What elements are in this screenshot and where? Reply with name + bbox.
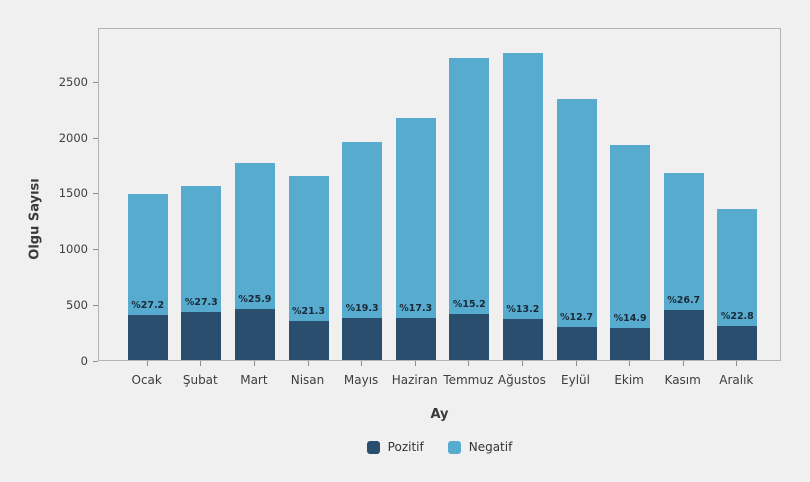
bar-segment-negatif bbox=[610, 144, 651, 328]
x-tick-label: Nisan bbox=[290, 373, 325, 387]
y-tick-label: 2000 bbox=[58, 130, 88, 145]
x-tick-mark bbox=[575, 361, 577, 366]
bar-segment-pozitif bbox=[288, 320, 329, 360]
x-tick-mark bbox=[253, 361, 255, 366]
x-tick-label: Ağustos bbox=[497, 373, 546, 387]
bar-segment-pozitif bbox=[395, 318, 436, 360]
bar-percentage-label: %22.8 bbox=[720, 310, 754, 322]
bar-segment-negatif bbox=[342, 141, 383, 318]
y-tick-mark bbox=[93, 193, 98, 195]
legend-item-pozitif: Pozitif bbox=[366, 440, 424, 454]
bar-segment-pozitif bbox=[234, 308, 275, 360]
bar-percentage-label: %15.2 bbox=[452, 299, 486, 311]
bar-segment-pozitif bbox=[181, 312, 222, 360]
bar-segment-negatif bbox=[234, 162, 275, 309]
bar-segment-pozitif bbox=[127, 314, 168, 360]
bar-percentage-label: %27.2 bbox=[131, 299, 165, 311]
x-tick-mark bbox=[361, 361, 363, 366]
legend-label-pozitif: Pozitif bbox=[387, 440, 424, 454]
bar-percentage-label: %25.9 bbox=[238, 293, 272, 305]
x-tick-label: Mart bbox=[240, 373, 268, 387]
x-tick-label: Aralık bbox=[719, 373, 754, 387]
bar-segment-pozitif bbox=[449, 314, 490, 360]
legend-item-negatif: Negatif bbox=[447, 440, 513, 454]
bar-percentage-label: %12.7 bbox=[560, 311, 593, 323]
x-tick-label: Eylül bbox=[561, 373, 590, 387]
legend-label-negatif: Negatif bbox=[468, 440, 513, 454]
x-tick-label: Ocak bbox=[131, 373, 162, 387]
y-tick-mark bbox=[93, 305, 98, 307]
y-tick-mark bbox=[93, 249, 98, 251]
x-tick-label: Şubat bbox=[182, 373, 218, 387]
x-tick-mark bbox=[521, 361, 523, 366]
bar-segment-pozitif bbox=[502, 319, 543, 360]
y-tick-label: 0 bbox=[80, 354, 88, 368]
bar-segment-pozitif bbox=[342, 317, 383, 360]
x-tick-mark bbox=[200, 361, 202, 366]
bar-percentage-label: %17.3 bbox=[399, 303, 433, 315]
y-tick-label: 1500 bbox=[58, 186, 88, 201]
x-tick-mark bbox=[146, 361, 148, 366]
x-tick-mark bbox=[468, 361, 470, 366]
bar-percentage-label: %19.3 bbox=[345, 302, 379, 314]
y-tick-mark bbox=[93, 81, 98, 83]
bar-percentage-label: %21.3 bbox=[292, 305, 325, 317]
bar-segment-negatif bbox=[717, 209, 758, 326]
x-tick-label: Temmuz bbox=[443, 373, 494, 387]
x-tick-mark bbox=[307, 361, 309, 366]
y-tick-mark bbox=[93, 137, 98, 139]
bar-segment-negatif bbox=[288, 175, 329, 321]
bar-segment-negatif bbox=[395, 118, 436, 319]
bar-segment-pozitif bbox=[556, 326, 597, 360]
legend-swatch-pozitif bbox=[366, 440, 380, 454]
bar-percentage-label: %14.9 bbox=[613, 312, 647, 324]
bar-segment-pozitif bbox=[610, 327, 651, 360]
x-axis-title: Ay bbox=[430, 407, 449, 422]
bar-segment-negatif bbox=[181, 185, 222, 313]
y-tick-label: 2500 bbox=[58, 74, 88, 89]
bar-segment-pozitif bbox=[717, 325, 758, 360]
bar-segment-pozitif bbox=[663, 310, 704, 360]
y-tick-label: 500 bbox=[66, 298, 88, 313]
legend-swatch-negatif bbox=[447, 440, 461, 454]
plot-area: %27.2 %27.3 %25.9 %21.3 %19.3 %17.3 %15.2 %13.2… bbox=[98, 28, 781, 361]
bar-segment-negatif bbox=[663, 173, 704, 311]
bar-segment-negatif bbox=[556, 98, 597, 327]
bar-percentage-label: %13.2 bbox=[506, 304, 540, 316]
bar-percentage-label: %27.3 bbox=[184, 297, 218, 309]
bar-segment-negatif bbox=[502, 52, 543, 320]
x-tick-label: Haziran bbox=[391, 373, 438, 387]
x-tick-mark bbox=[736, 361, 738, 366]
x-tick-label: Mayıs bbox=[343, 373, 379, 387]
bar-percentage-label: %26.7 bbox=[667, 295, 701, 307]
x-tick-mark bbox=[682, 361, 684, 366]
x-tick-mark bbox=[414, 361, 416, 366]
bar-segment-negatif bbox=[449, 58, 490, 315]
x-tick-label: Ekim bbox=[614, 373, 644, 387]
bar-segment-negatif bbox=[127, 194, 168, 315]
y-tick-label: 1000 bbox=[58, 242, 88, 257]
legend: Pozitif Negatif bbox=[98, 440, 781, 454]
y-tick-mark bbox=[93, 361, 98, 362]
x-tick-mark bbox=[629, 361, 631, 366]
x-tick-label: Kasım bbox=[664, 373, 701, 387]
